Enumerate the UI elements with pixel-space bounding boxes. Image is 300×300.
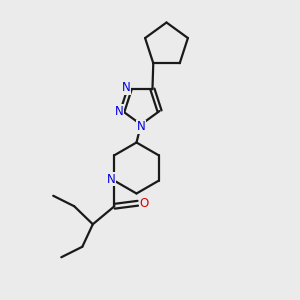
Text: O: O bbox=[139, 197, 148, 210]
Text: N: N bbox=[136, 120, 146, 134]
Text: N: N bbox=[106, 173, 115, 186]
Text: N: N bbox=[122, 81, 130, 94]
Text: N: N bbox=[115, 104, 123, 118]
